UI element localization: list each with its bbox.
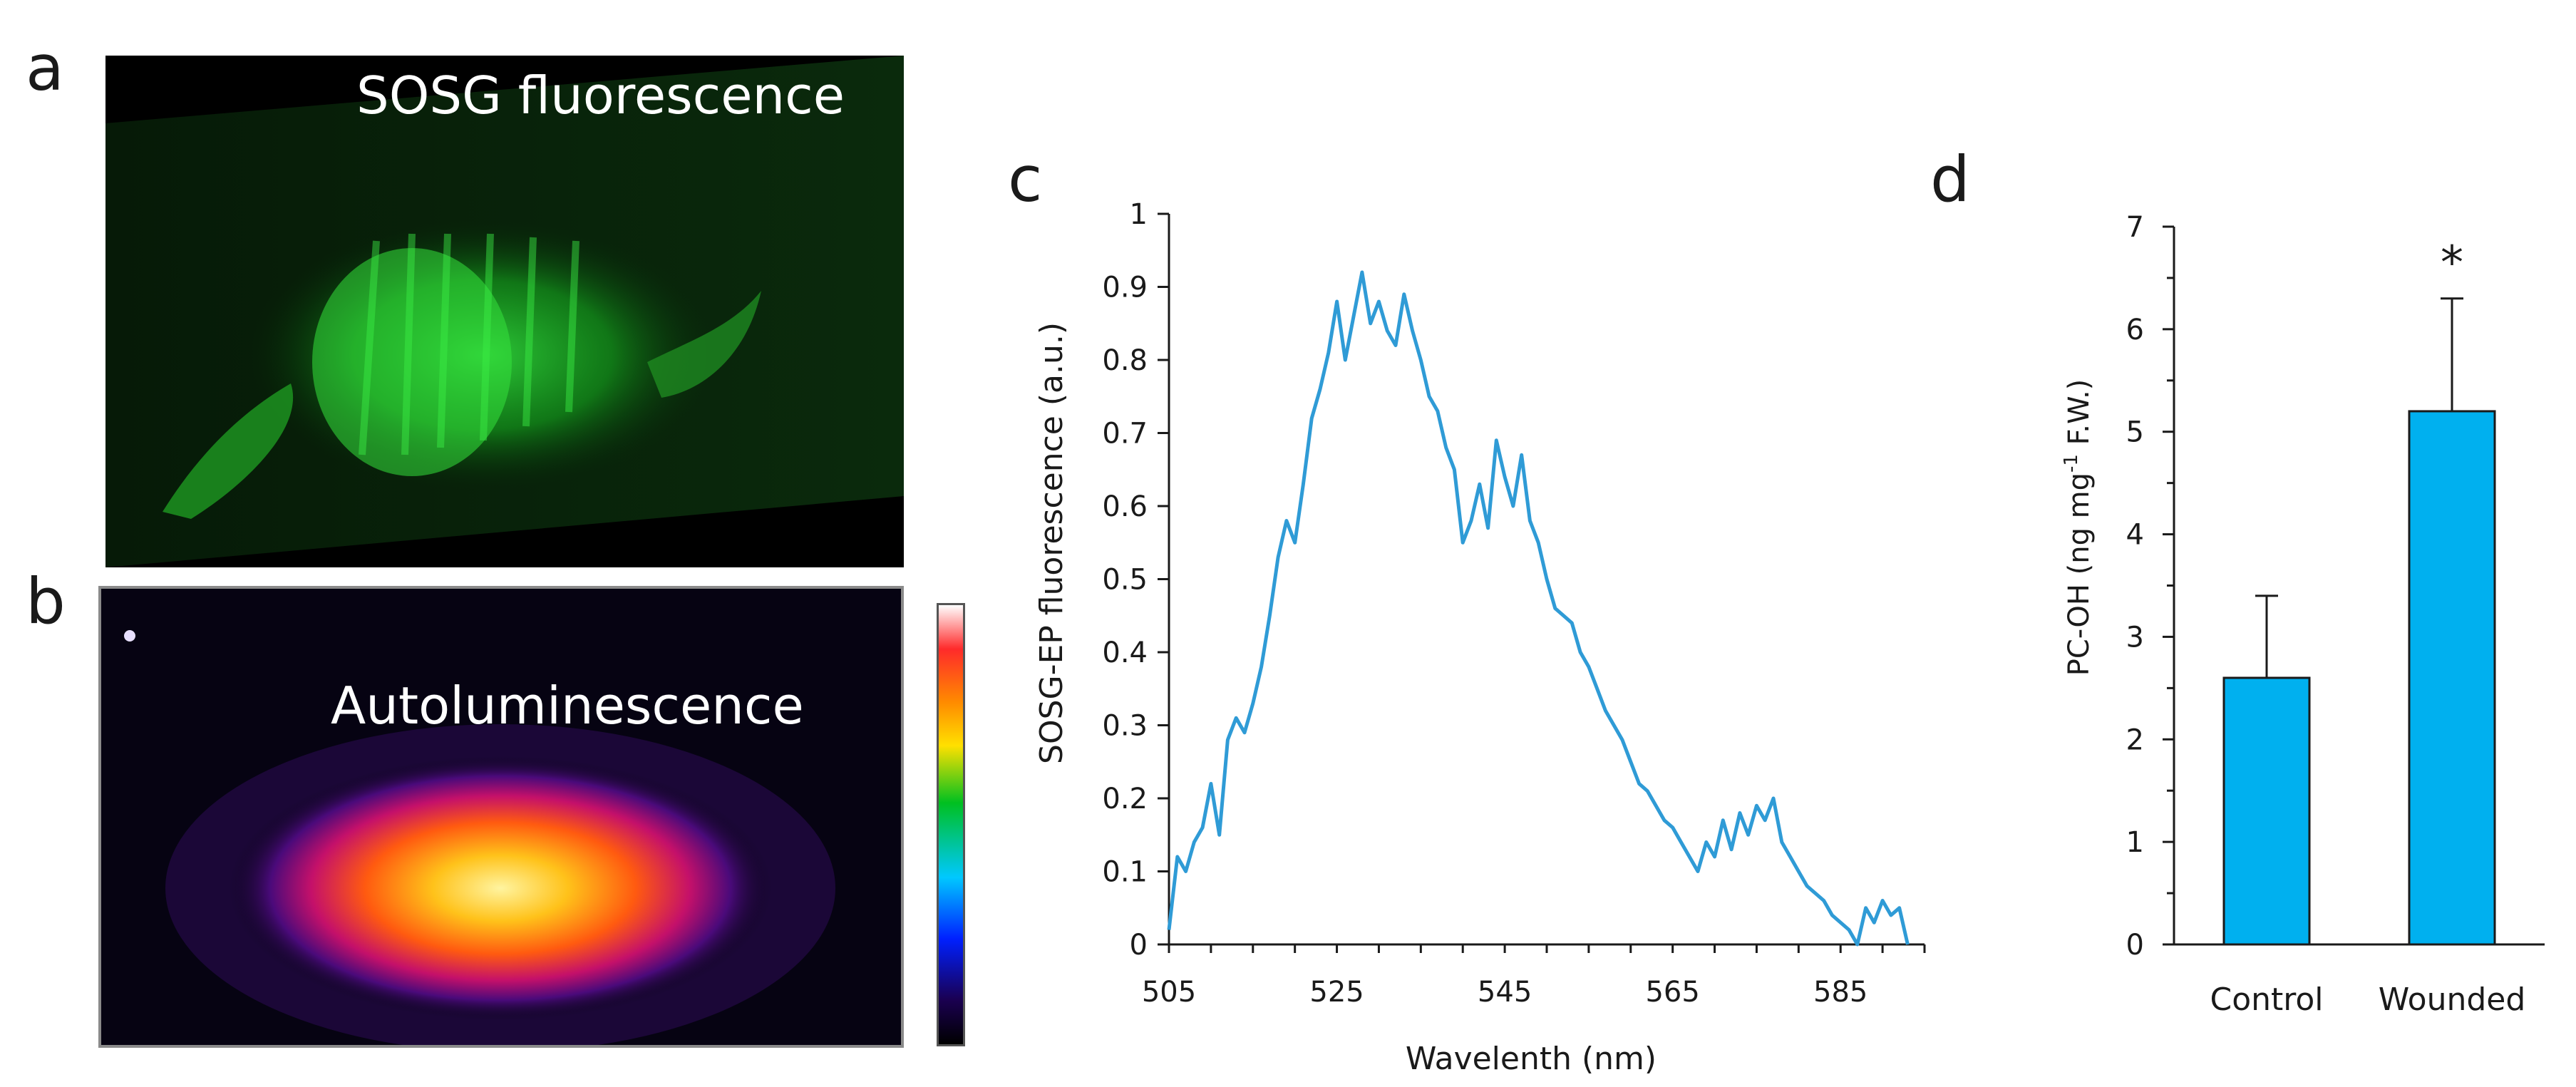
pcoh-y-label-tail: F.W.) [2063,379,2096,454]
pcoh-bar-chart: 0 1 2 3 4 5 6 7 Control Wounded * PC-OH (ng mg-1 … [2061,211,2545,1018]
spectrum-y-tick-label: 0.7 [1102,418,1148,450]
pcoh-y-tick-label: 7 [2126,211,2144,244]
spectrum-chart: 0 0.1 0.2 0.3 0.4 0.5 0.6 0.7 0.8 0.9 1 505 525 545 5… [1034,198,1926,1077]
spectrum-y-tick-label: 0.6 [1102,490,1148,523]
spectrum-x-tick-label: 545 [1478,976,1532,1009]
spectrum-y-tick-label: 0.4 [1102,637,1148,669]
panel-letter-c: c [1008,143,1043,216]
pcoh-y-tick-label: 2 [2126,723,2144,756]
autoluminescence-graphic [101,589,901,1045]
spectrum-y-tick-label: 0 [1130,929,1148,962]
pcoh-y-label-main: PC-OH (ng mg [2063,473,2096,676]
spectrum-y-tick-label: 0.9 [1102,272,1148,304]
autoluminescence-image: Autoluminescence [98,586,904,1048]
spectrum-x-tick-label: 565 [1645,976,1699,1009]
pcoh-category-label: Control [2210,982,2323,1018]
pcoh-y-tick-label: 0 [2126,929,2144,962]
spectrum-series-line [1167,270,1910,947]
pcoh-y-tick-label: 6 [2126,314,2144,346]
spectrum-y-tick-label: 0.8 [1102,344,1148,377]
spectrum-x-tick-label: 505 [1142,976,1196,1009]
spectrum-x-label: Wavelenth (nm) [1406,1041,1657,1077]
pcoh-bar-wounded [2408,410,2496,946]
spectrum-y-tick-label: 0.3 [1102,710,1148,743]
pcoh-bar-control [2222,676,2311,946]
spectrum-y-tick-label: 1 [1130,198,1148,231]
autoluminescence-label: Autoluminescence [331,676,804,736]
pcoh-y-tick-label: 4 [2126,519,2144,552]
colorbar [937,603,965,1046]
pcoh-y-label-sup: -1 [2061,454,2082,473]
spectrum-y-tick-label: 0.1 [1102,856,1148,889]
spectrum-x-tick-label: 525 [1309,976,1364,1009]
pcoh-significance-marker: * [2441,237,2463,290]
panel-letter-d: d [1930,143,1970,216]
pcoh-category-label: Wounded [2379,982,2526,1018]
pcoh-y-label: PC-OH (ng mg-1 F.W.) [2061,379,2096,676]
panel-letter-b: b [26,565,66,638]
sosg-fluorescence-graphic [105,56,904,567]
spectrum-y-label: SOSG-EP fluorescence (a.u.) [1034,322,1070,764]
sosg-fluorescence-image: SOSG fluorescence [105,56,904,567]
panel-letter-a: a [26,31,64,105]
pcoh-y-tick-label: 5 [2126,416,2144,449]
sosg-fluorescence-label: SOSG fluorescence [356,66,845,125]
pcoh-y-tick-label: 1 [2126,826,2144,859]
spectrum-x-tick-label: 585 [1813,976,1867,1009]
spectrum-y-tick-label: 0.5 [1102,564,1148,597]
spectrum-y-tick-label: 0.2 [1102,783,1148,815]
pcoh-y-tick-label: 3 [2126,621,2144,654]
